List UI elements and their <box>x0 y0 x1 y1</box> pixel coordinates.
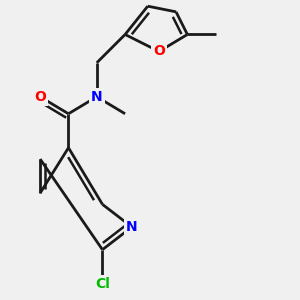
Text: O: O <box>153 44 165 58</box>
Text: O: O <box>34 90 46 104</box>
Text: Cl: Cl <box>95 277 110 291</box>
Text: N: N <box>91 90 103 104</box>
Text: N: N <box>126 220 138 234</box>
